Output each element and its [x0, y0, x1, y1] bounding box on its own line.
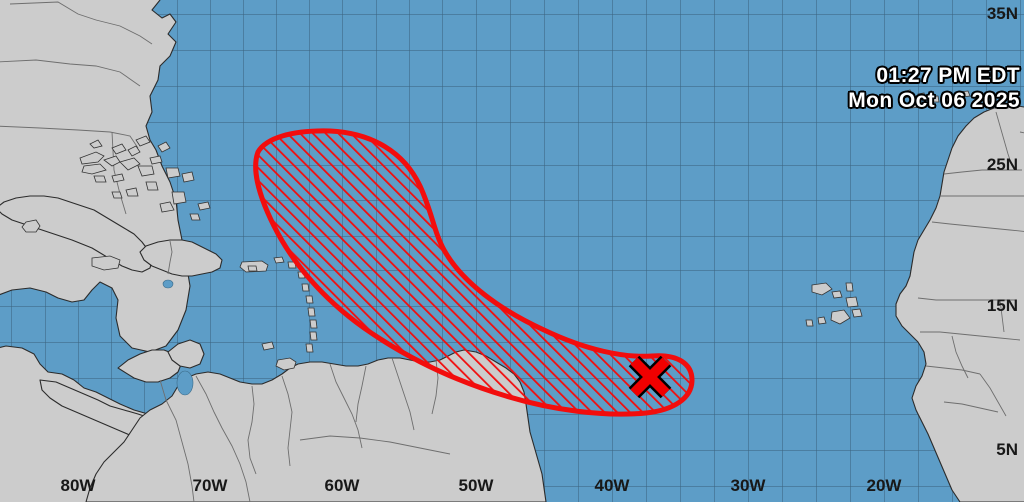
longitude-label: 40W	[594, 476, 630, 495]
timestamp-time: 01:27 PM EDT	[876, 64, 1020, 87]
island-trinidad	[275, 357, 297, 371]
islands-cape-verde	[805, 282, 863, 327]
latitude-label: 35N	[986, 4, 1018, 23]
islands-bahamas	[79, 135, 195, 213]
longitude-label: 60W	[324, 476, 360, 495]
x-marker-icon[interactable]	[628, 355, 672, 399]
latitude-label: 25N	[986, 155, 1018, 174]
longitude-label: 30W	[730, 476, 766, 495]
africa-country-borders	[917, 111, 1024, 417]
latitude-label: 5N	[996, 440, 1018, 459]
longitude-label: 20W	[866, 476, 902, 495]
lake-okeechobee	[162, 279, 174, 289]
south-america-borders	[159, 357, 451, 502]
latitude-label: 15N	[986, 296, 1018, 315]
islands-lesser-antilles	[247, 256, 318, 353]
usa-state-borders	[0, 1, 153, 215]
development-area-polygon	[253, 128, 695, 417]
islands-turks-caicos	[189, 201, 211, 221]
island-isla-de-la-juventud	[21, 219, 41, 233]
land-venezuela-peninsula	[167, 339, 205, 369]
longitude-label: 80W	[60, 476, 96, 495]
longitude-label: 50W	[458, 476, 494, 495]
timestamp-date: Mon Oct 06 2025	[848, 89, 1020, 112]
island-jamaica	[91, 255, 121, 271]
islands-canary	[901, 89, 971, 104]
land-africa	[895, 105, 1024, 502]
islands-north-atlantic-small	[909, 100, 921, 109]
haiti-dr-border	[167, 240, 173, 275]
lake-maracaibo	[176, 370, 194, 396]
island-hispaniola	[139, 239, 223, 277]
longitude-label: 70W	[192, 476, 228, 495]
